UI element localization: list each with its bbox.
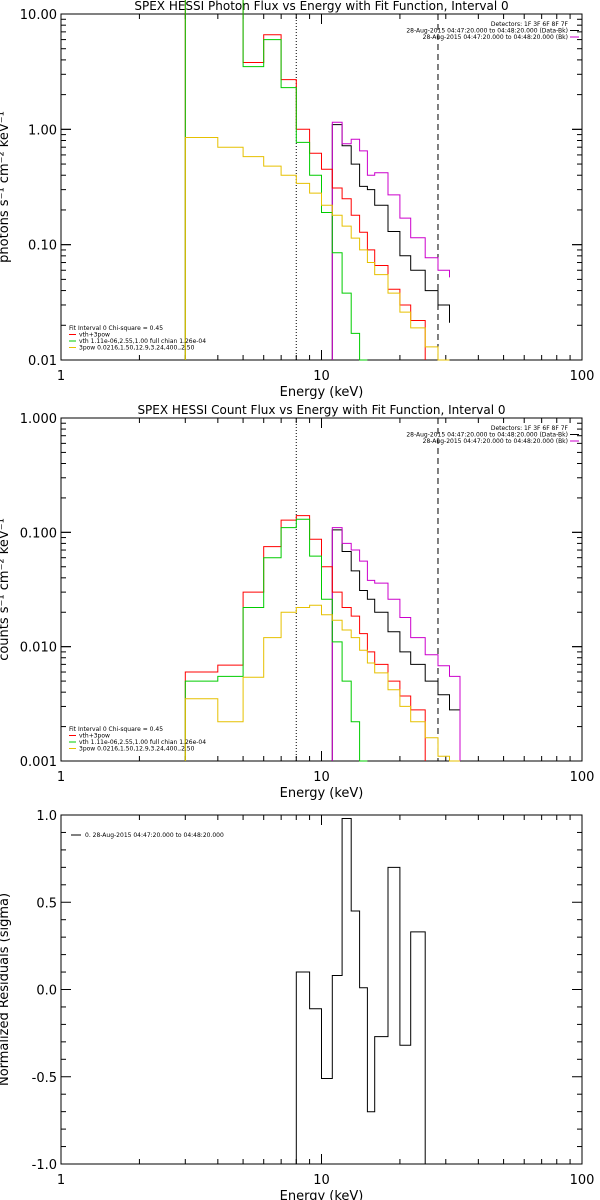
- plot-frame: [60, 814, 583, 1165]
- x-axis-label: Energy (keV): [280, 385, 364, 400]
- series-line-1: [331, 121, 450, 360]
- y-axis-label: counts s⁻¹ cm⁻² keV⁻¹: [0, 518, 12, 661]
- legend-entry: vth+3pow: [79, 332, 110, 339]
- header-line: 28-Aug-2015 04:47:20.000 to 04:48:20.000…: [406, 28, 568, 35]
- legend-entry: vth 1.11e-06,2.55,1.00 full chian 1.26e-…: [79, 338, 206, 345]
- x-axis-label: Energy (keV): [280, 1189, 364, 1200]
- series-line-4: [184, 137, 450, 361]
- y-tick-label: 1.0: [36, 809, 57, 824]
- legend-title: Fit Interval 0 Chi-square = 0.45: [69, 726, 163, 733]
- y-tick-label: 0.001: [20, 755, 57, 770]
- y-tick-label: 10.00: [20, 8, 57, 23]
- header-line: Detectors: 1F 3F 6F 8F 7F: [491, 21, 569, 28]
- header-line: Detectors: 1F 3F 6F 8F 7F: [491, 425, 569, 432]
- series-line-0: [295, 818, 426, 1164]
- y-tick-label: -1.0: [32, 1158, 57, 1173]
- legend-title: Fit Interval 0 Chi-square = 0.45: [69, 325, 163, 332]
- x-tick-label: 100: [570, 770, 595, 785]
- y-tick-label: 0.10: [28, 239, 57, 254]
- y-axis-label: Normalized Residuals (sigma): [0, 893, 12, 1086]
- header-line: 28-Aug-2015 04:47:20.000 to 04:48:20.000…: [423, 34, 568, 41]
- legend-entry: vth+3pow: [79, 733, 110, 740]
- y-tick-label: -0.5: [32, 1071, 57, 1086]
- x-tick-label: 100: [570, 369, 595, 384]
- x-tick-label: 1: [57, 1173, 65, 1188]
- x-axis-label: Energy (keV): [280, 786, 364, 801]
- y-tick-label: 0.01: [28, 354, 57, 369]
- y-tick-label: 0.0: [36, 984, 57, 999]
- y-tick-label: 0.010: [20, 641, 57, 656]
- x-tick-label: 1: [57, 369, 65, 384]
- header-line: 28-Aug-2015 04:47:20.000 to 04:48:20.000…: [423, 438, 568, 445]
- series-line-1: [331, 527, 461, 761]
- series-line-3: [184, 0, 368, 361]
- legend-entry: 3pow 0.0216,1.50,12.9,3.24,400.,2.50: [79, 345, 195, 352]
- y-axis-label: photons s⁻¹ cm⁻² keV⁻¹: [0, 111, 12, 263]
- x-tick-label: 10: [313, 369, 330, 384]
- y-tick-label: 0.5: [36, 896, 57, 911]
- legend-entry: 3pow 0.0216,1.50,12.9,3.24,400.,2.50: [79, 746, 195, 753]
- series-line-4: [184, 604, 460, 762]
- chart-title: SPEX HESSI Count Flux vs Energy with Fit…: [137, 403, 505, 417]
- legend-entry: 0. 28-Aug-2015 04:47:20.000 to 04:48:20.…: [85, 832, 224, 839]
- y-tick-label: 0.100: [20, 526, 57, 541]
- y-tick-label: 1.000: [20, 412, 57, 427]
- header-line: 28-Aug-2015 04:47:20.000 to 04:48:20.000…: [406, 432, 568, 439]
- series-line-0: [331, 529, 461, 761]
- chart-title: SPEX HESSI Photon Flux vs Energy with Fi…: [134, 0, 508, 13]
- series-line-0: [331, 124, 450, 360]
- x-tick-label: 1: [57, 770, 65, 785]
- series-line-2: [184, 0, 426, 360]
- series-line-3: [184, 518, 368, 762]
- x-tick-label: 10: [313, 1173, 330, 1188]
- x-tick-label: 100: [570, 1173, 595, 1188]
- y-tick-label: 1.00: [28, 123, 57, 138]
- legend-entry: vth 1.11e-06,2.55,1.00 full chian 1.26e-…: [79, 739, 206, 746]
- x-tick-label: 10: [313, 770, 330, 785]
- series-line-2: [184, 515, 426, 761]
